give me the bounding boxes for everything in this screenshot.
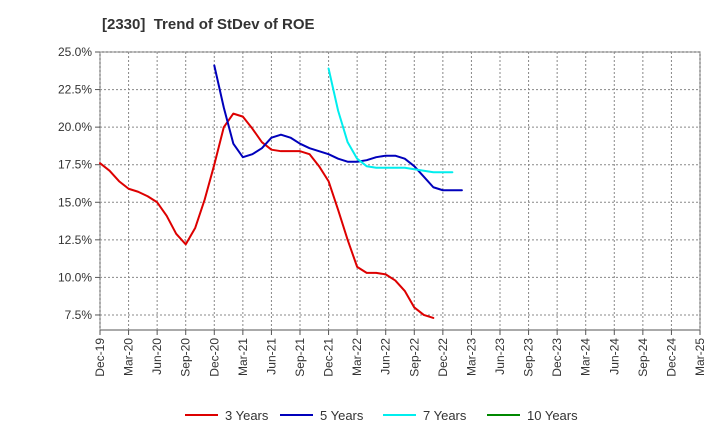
x-tick-label: Jun-22 xyxy=(379,338,393,375)
y-tick-label: 15.0% xyxy=(58,195,92,209)
y-axis: 7.5% 10.0% 12.5% 15.0% 17.5% 20.0% 22.5% 25.0% xyxy=(58,45,100,322)
x-tick-label: Dec-21 xyxy=(322,338,336,377)
series-line xyxy=(327,67,454,174)
chart-title: [2330] Trend of StDev of ROE xyxy=(102,16,315,33)
x-tick-label: Mar-20 xyxy=(122,338,136,376)
x-tick-label: Sep-20 xyxy=(179,338,193,377)
legend-label: 10 Years xyxy=(527,408,578,423)
x-tick-label: Jun-20 xyxy=(150,338,164,375)
series-line xyxy=(99,112,435,319)
legend-label: 5 Years xyxy=(320,408,364,423)
x-tick-label: Jun-24 xyxy=(607,338,621,375)
x-tick-label: Sep-23 xyxy=(522,338,536,377)
x-tick-label: Dec-22 xyxy=(436,338,450,377)
y-tick-label: 12.5% xyxy=(58,233,92,247)
x-tick-label: Jun-23 xyxy=(493,338,507,375)
x-tick-label: Jun-21 xyxy=(264,338,278,375)
x-tick-label: Mar-25 xyxy=(693,338,707,376)
plot-area xyxy=(99,51,701,331)
x-tick-label: Dec-24 xyxy=(664,338,678,377)
x-tick-label: Sep-22 xyxy=(407,338,421,377)
y-tick-label: 20.0% xyxy=(58,120,92,134)
series-lines xyxy=(99,64,463,319)
x-tick-label: Mar-22 xyxy=(350,338,364,376)
x-tick-label: Sep-21 xyxy=(293,338,307,377)
x-tick-label: Mar-23 xyxy=(464,338,478,376)
x-axis: Dec-19 Mar-20 Jun-20 Sep-20 Dec-20 Mar-21 Jun-… xyxy=(93,330,707,377)
x-tick-label: Mar-21 xyxy=(236,338,250,376)
x-tick-label: Dec-20 xyxy=(207,338,221,377)
grid-lines xyxy=(99,51,701,330)
legend-label: 3 Years xyxy=(225,408,269,423)
legend-label: 7 Years xyxy=(423,408,467,423)
x-tick-label: Mar-24 xyxy=(579,338,593,376)
x-tick-label: Sep-24 xyxy=(636,338,650,377)
x-tick-label: Dec-19 xyxy=(93,338,107,377)
y-tick-label: 17.5% xyxy=(58,158,92,172)
y-tick-label: 22.5% xyxy=(58,83,92,97)
x-tick-label: Dec-23 xyxy=(550,338,564,377)
series-line xyxy=(213,64,463,192)
legend: 3 Years 5 Years 7 Years 10 Years xyxy=(185,408,578,423)
y-tick-label: 25.0% xyxy=(58,45,92,59)
y-tick-label: 10.0% xyxy=(58,270,92,284)
y-tick-label: 7.5% xyxy=(65,308,93,322)
